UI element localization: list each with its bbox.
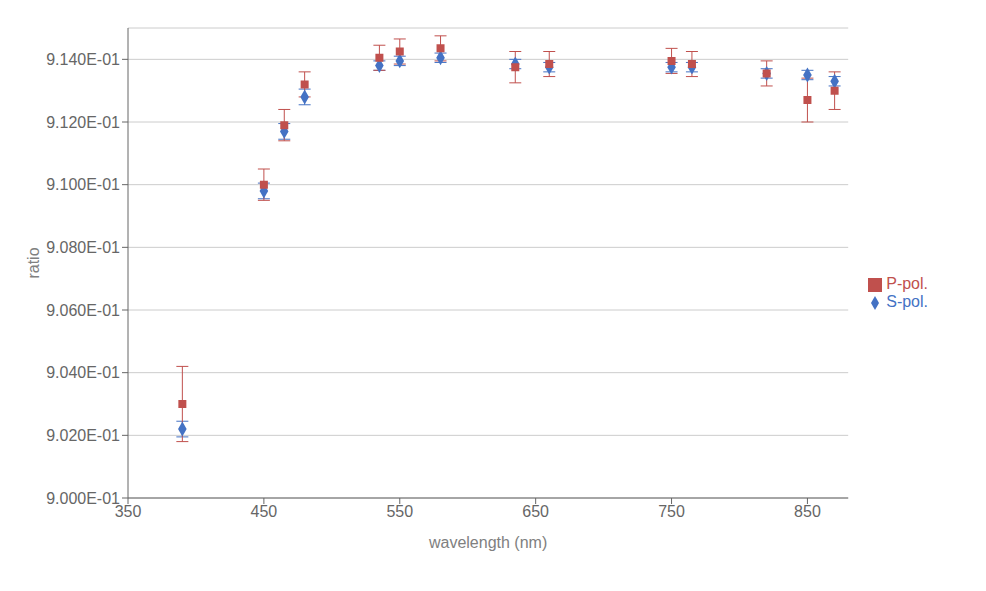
html-text:P-pol.: P-pol.: [886, 275, 928, 292]
html-text:S-pol.: S-pol.: [886, 293, 928, 310]
svg-text:350: 350: [114, 503, 142, 521]
svg-text:9.080E-01: 9.080E-01: [46, 239, 120, 256]
svg-text:9.140E-01: 9.140E-01: [46, 51, 120, 68]
svg-text:450: 450: [251, 503, 278, 520]
svg-text:550: 550: [386, 503, 413, 520]
svg-text:850: 850: [794, 503, 821, 520]
svg-text:wavelength (nm): wavelength (nm): [428, 534, 547, 551]
svg-text:9.020E-01: 9.020E-01: [46, 427, 120, 444]
svg-text:9.100E-01: 9.100E-01: [46, 176, 120, 193]
svg-text:650: 650: [522, 503, 549, 520]
svg-text:9.060E-01: 9.060E-01: [46, 302, 120, 319]
svg-text:9.000E-01: 9.000E-01: [46, 490, 120, 507]
svg-text:9.040E-01: 9.040E-01: [46, 364, 120, 381]
svg-text:750: 750: [658, 503, 685, 520]
svg-text:9.120E-01: 9.120E-01: [46, 114, 120, 131]
svg-text:ratio: ratio: [25, 247, 42, 278]
